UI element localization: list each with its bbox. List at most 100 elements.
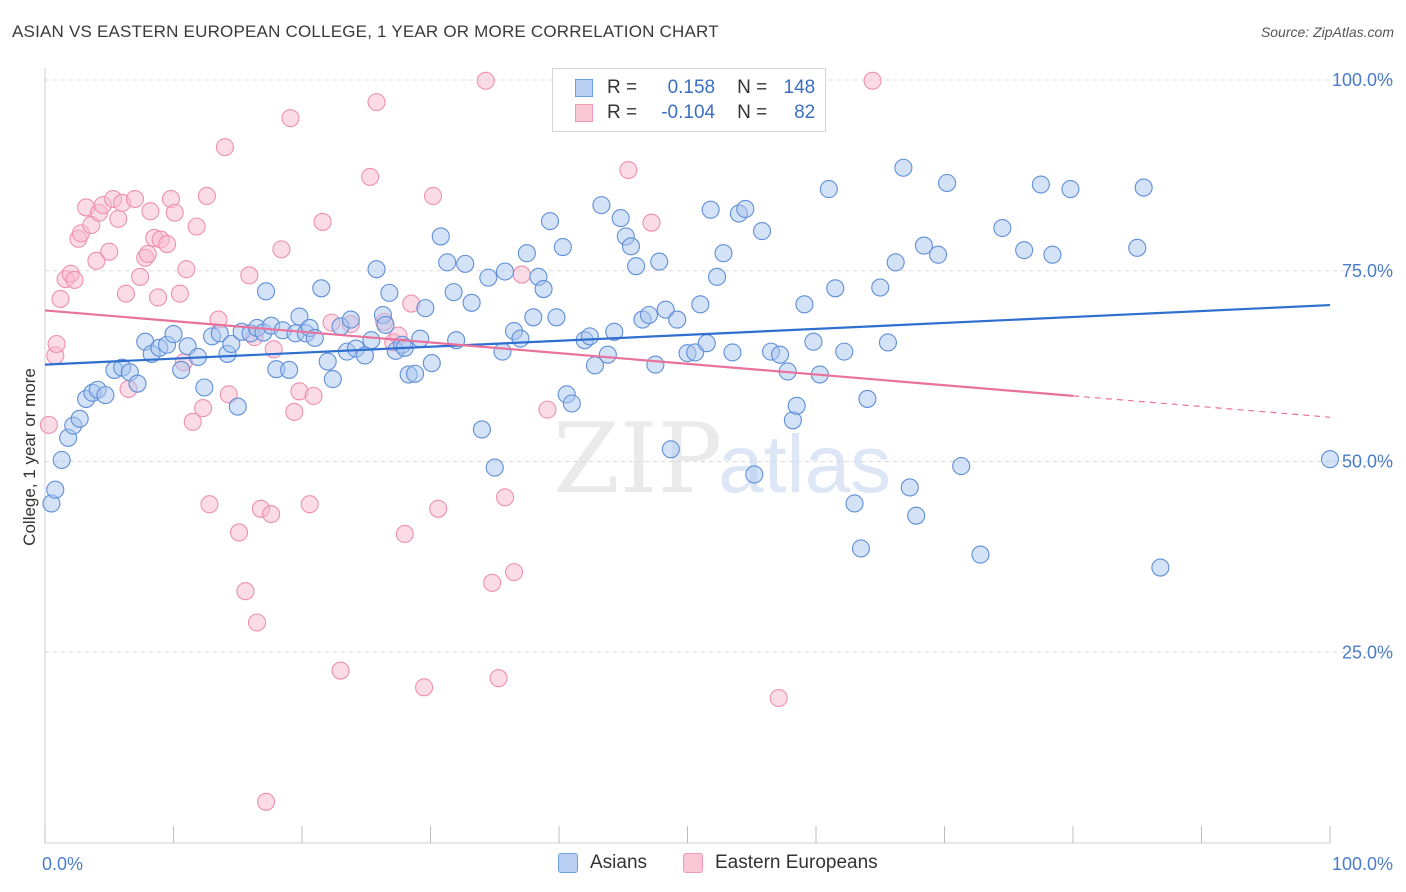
legend-item-eastern[interactable]: Eastern Europeans: [683, 852, 878, 874]
asian-point: [323, 370, 342, 389]
asian-point: [222, 334, 241, 354]
asian-point: [639, 305, 659, 325]
asian-point: [456, 254, 475, 273]
asian-point: [485, 458, 504, 477]
y-tick-label: 100.0%: [1332, 70, 1393, 90]
asian-point: [493, 342, 512, 361]
asian-point: [826, 279, 845, 298]
asian-point: [553, 238, 572, 257]
asian-point: [714, 244, 733, 263]
asian-point: [479, 268, 498, 287]
asians-legend-swatch: [558, 853, 578, 873]
legend-item-asians[interactable]: Asians: [558, 852, 647, 874]
legend-r-label: R =: [607, 77, 638, 98]
eastern-point: [331, 661, 350, 680]
asian-point: [128, 374, 147, 393]
asian-point: [416, 299, 435, 318]
asian-point: [592, 196, 611, 215]
eastern-point: [247, 613, 267, 632]
asian-point: [661, 440, 680, 459]
eastern-point: [304, 386, 323, 405]
eastern-point: [476, 71, 495, 90]
eastern-point: [281, 109, 300, 128]
asian-point: [341, 310, 360, 329]
eastern-point: [483, 573, 502, 592]
asian-point: [907, 506, 926, 525]
asian-point: [804, 332, 823, 351]
asian-point: [650, 252, 669, 271]
eastern-r-value: -0.104: [661, 102, 716, 123]
eastern-legend-swatch: [683, 853, 703, 873]
asian-point: [444, 283, 463, 302]
asian-point: [723, 343, 742, 362]
asian-point: [164, 325, 183, 344]
eastern-point: [116, 284, 136, 303]
eastern-point: [429, 499, 448, 518]
eastern-trend-extension: [1072, 395, 1331, 418]
asian-point: [701, 200, 720, 219]
eastern-point: [262, 505, 281, 524]
eastern-point: [300, 495, 319, 514]
eastern-point: [424, 186, 443, 206]
asian-point: [1015, 241, 1034, 260]
asian-point: [1031, 175, 1050, 194]
eastern-point: [100, 242, 119, 261]
eastern-point: [642, 213, 661, 232]
asian-point: [627, 257, 646, 276]
eastern-point: [170, 284, 189, 303]
eastern-point: [236, 582, 255, 601]
eastern-point: [256, 792, 276, 811]
eastern-point: [495, 488, 515, 507]
legend-row-asians: R = 0.158 N = 148: [575, 76, 815, 100]
legend-row-eastern: R = -0.104 N = 82: [575, 101, 815, 125]
watermark: ZIP atlas: [553, 403, 891, 515]
asian-point: [46, 480, 65, 499]
eastern-point: [131, 267, 150, 286]
asian-point: [878, 333, 898, 352]
eastern-point: [47, 334, 66, 354]
asian-point: [952, 457, 971, 476]
asian-point: [462, 293, 481, 312]
asian-point: [708, 267, 727, 286]
asian-point: [691, 295, 710, 314]
x-tick-label-max: 100.0%: [1332, 854, 1393, 874]
asian-point: [668, 310, 687, 329]
eastern-point: [39, 415, 58, 434]
asian-point: [52, 450, 71, 470]
tick-labels: 25.0% 50.0% 75.0% 100.0% 0.0% 100.0%: [42, 70, 1393, 874]
eastern-point: [769, 688, 788, 708]
asian-point: [900, 478, 919, 497]
y-axis-label: College, 1 year or more: [20, 368, 39, 546]
asian-point: [511, 329, 530, 348]
asian-point: [770, 345, 790, 364]
asian-point: [1151, 558, 1170, 577]
asian-point: [376, 315, 395, 334]
eastern-trend-line: [44, 309, 1074, 397]
eastern-point: [138, 244, 157, 264]
watermark-zip: ZIP: [553, 403, 722, 515]
eastern-point: [285, 402, 304, 421]
asian-point: [228, 397, 247, 416]
asian-point: [290, 307, 309, 326]
trend-lines: [44, 303, 1331, 418]
asian-point: [256, 282, 276, 301]
legend-r-label: R =: [607, 102, 638, 123]
eastern-point: [149, 288, 168, 307]
watermark-atlas: atlas: [718, 419, 891, 510]
eastern-point: [361, 167, 380, 186]
eastern-point: [504, 563, 524, 582]
eastern-point: [141, 202, 160, 221]
asian-point: [886, 253, 905, 272]
eastern-point: [200, 495, 219, 514]
asian-point: [1043, 245, 1062, 264]
legend-n-label: N =: [737, 102, 768, 123]
asian-point: [621, 237, 641, 256]
eastern-point: [51, 289, 70, 309]
eastern-point: [87, 251, 106, 270]
y-tick-label: 25.0%: [1342, 642, 1393, 662]
eastern-point: [65, 270, 84, 289]
asians-n-value: 148: [783, 77, 816, 98]
eastern-swatch: [575, 104, 593, 122]
eastern-point: [109, 209, 128, 228]
